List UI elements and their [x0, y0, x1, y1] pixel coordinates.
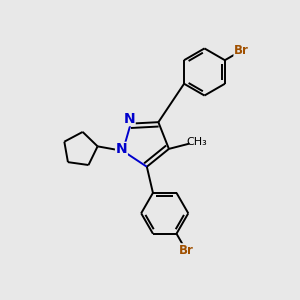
Text: N: N — [123, 112, 135, 126]
Text: Br: Br — [234, 44, 249, 57]
Text: Br: Br — [178, 244, 194, 257]
Text: N: N — [116, 142, 127, 156]
Text: CH₃: CH₃ — [186, 136, 207, 146]
